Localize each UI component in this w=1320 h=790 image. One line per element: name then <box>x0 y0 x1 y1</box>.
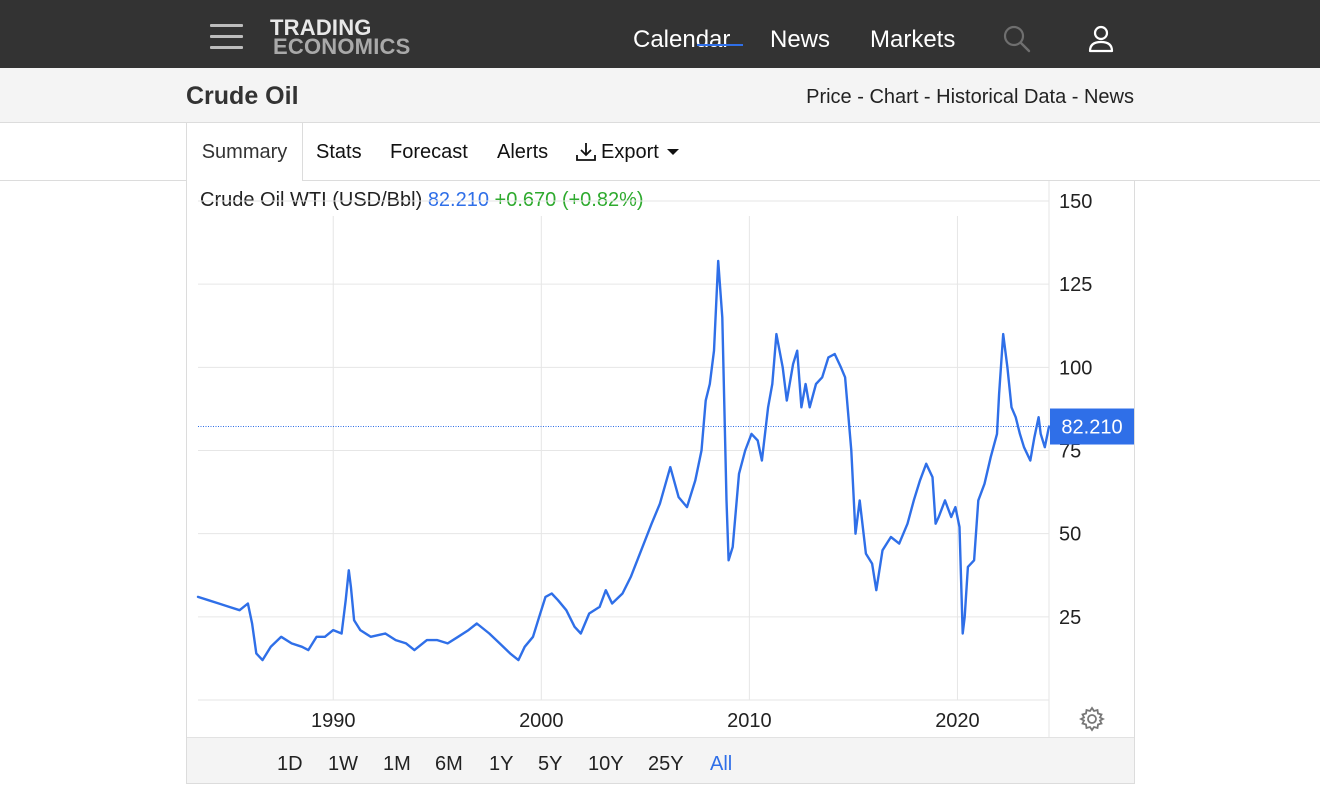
subnav-separator: - <box>1066 86 1084 108</box>
y-tick-label: 100 <box>1059 357 1092 379</box>
tab-summary[interactable]: Summary <box>186 123 303 182</box>
subnav-historical-data-link[interactable]: Historical Data <box>936 86 1067 108</box>
quote-change: +0.670 (+0.82%) <box>494 189 644 211</box>
range-button-1m[interactable]: 1M <box>383 753 411 775</box>
quote-price: 82.210 <box>427 189 489 211</box>
y-tick-label: 50 <box>1059 524 1081 546</box>
subnav-price-link[interactable]: Price <box>806 86 852 108</box>
quote-name: Crude Oil WTI (USD/Bbl) <box>200 189 423 211</box>
x-tick-label: 2010 <box>727 710 772 732</box>
x-tick-label: 2000 <box>519 710 564 732</box>
range-button-1w[interactable]: 1W <box>328 753 358 775</box>
search-icon[interactable] <box>1002 24 1032 54</box>
range-button-all[interactable]: All <box>710 753 733 775</box>
tab-alerts[interactable]: Alerts <box>497 141 549 163</box>
menu-icon[interactable] <box>210 24 243 49</box>
y-tick-label: 75 <box>1059 441 1081 463</box>
price-line-series <box>196 259 1051 662</box>
range-button-6m[interactable]: 6M <box>435 753 463 775</box>
logo-line-1: TRADING <box>270 15 372 40</box>
range-button-5y[interactable]: 5Y <box>538 753 563 775</box>
y-tick-label: 25 <box>1059 607 1081 629</box>
subnav-separator: - <box>918 86 937 108</box>
last-value-badge <box>1050 408 1134 445</box>
tab-forecast[interactable]: Forecast <box>390 141 468 163</box>
tab-stats[interactable]: Stats <box>316 141 362 163</box>
range-button-25y[interactable]: 25Y <box>648 753 684 775</box>
subnav-separator: - <box>851 86 870 108</box>
tabs-row: Summary Stats Forecast Alerts Export <box>0 123 1320 182</box>
quote-header: Crude Oil WTI (USD/Bbl) 82.210 +0.670 (+… <box>200 188 644 212</box>
nav-news-link[interactable]: News <box>770 26 831 53</box>
user-icon[interactable] <box>1086 24 1116 54</box>
gear-icon[interactable] <box>1079 706 1105 732</box>
logo-line-2: ECONOMICS <box>273 34 411 59</box>
export-dropdown[interactable]: Export <box>575 123 679 181</box>
chevron-down-icon <box>666 149 679 155</box>
range-selector: 1D 1W 1M 6M 1Y 5Y 10Y 25Y All <box>187 737 1134 783</box>
x-tick-label: 2020 <box>935 710 980 732</box>
sub-navigation: Price - Chart - Historical Data - News <box>806 85 1134 109</box>
subnav-chart-link[interactable]: Chart <box>869 86 919 108</box>
active-range-indicator <box>697 44 743 46</box>
range-button-10y[interactable]: 10Y <box>588 753 624 775</box>
title-bar: Crude Oil Price - Chart - Historical Dat… <box>0 68 1320 123</box>
last-value-label: 82.210 <box>1061 417 1122 439</box>
y-tick-label: 125 <box>1059 274 1092 296</box>
page-title: Crude Oil <box>186 82 299 110</box>
chart-panel <box>186 181 1135 784</box>
subnav-news-link[interactable]: News <box>1083 86 1134 108</box>
top-navbar: TRADING ECONOMICS Calendar News Markets <box>0 0 1320 68</box>
range-button-1y[interactable]: 1Y <box>489 753 514 775</box>
y-tick-label: 150 <box>1059 191 1092 213</box>
x-tick-label: 1990 <box>311 710 356 732</box>
download-icon <box>576 143 596 161</box>
site-logo[interactable]: TRADING ECONOMICS <box>270 17 440 61</box>
nav-markets-link[interactable]: Markets <box>870 26 956 53</box>
nav-calendar-link[interactable]: Calendar <box>633 26 731 53</box>
export-label: Export <box>601 141 659 163</box>
range-button-1d[interactable]: 1D <box>277 753 303 775</box>
price-chart[interactable]: 25 50 75 100 125 150 1990 2000 2010 2020 82.210 <box>186 181 1135 737</box>
